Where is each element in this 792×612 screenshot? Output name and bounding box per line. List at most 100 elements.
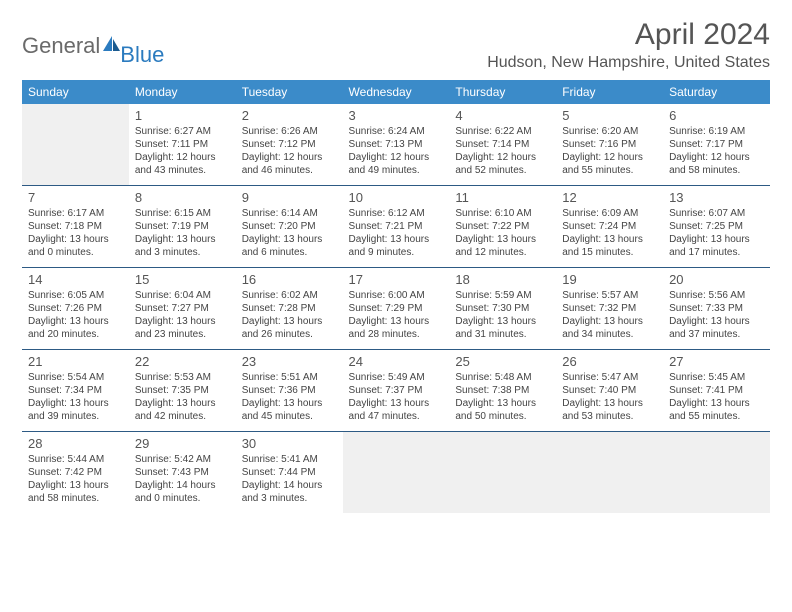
day-number: 23	[242, 354, 337, 369]
day-info: Sunrise: 6:14 AMSunset: 7:20 PMDaylight:…	[242, 207, 337, 259]
weekday-header: Thursday	[449, 80, 556, 104]
daylight-line: Daylight: 13 hours and 15 minutes.	[562, 233, 657, 259]
calendar-week-row: 1Sunrise: 6:27 AMSunset: 7:11 PMDaylight…	[22, 104, 770, 186]
sunrise-line: Sunrise: 6:14 AM	[242, 207, 337, 220]
sunrise-line: Sunrise: 5:51 AM	[242, 371, 337, 384]
day-info: Sunrise: 5:54 AMSunset: 7:34 PMDaylight:…	[28, 371, 123, 423]
sunset-line: Sunset: 7:21 PM	[349, 220, 444, 233]
sunrise-line: Sunrise: 6:00 AM	[349, 289, 444, 302]
day-number: 4	[455, 108, 550, 123]
day-info: Sunrise: 6:02 AMSunset: 7:28 PMDaylight:…	[242, 289, 337, 341]
calendar-cell: 5Sunrise: 6:20 AMSunset: 7:16 PMDaylight…	[556, 104, 663, 186]
day-number: 21	[28, 354, 123, 369]
sunset-line: Sunset: 7:26 PM	[28, 302, 123, 315]
logo-text-gray: General	[22, 33, 100, 59]
day-number: 29	[135, 436, 230, 451]
sunrise-line: Sunrise: 6:12 AM	[349, 207, 444, 220]
calendar-cell-empty	[663, 432, 770, 514]
sunrise-line: Sunrise: 5:53 AM	[135, 371, 230, 384]
daylight-line: Daylight: 13 hours and 26 minutes.	[242, 315, 337, 341]
day-number: 5	[562, 108, 657, 123]
sunset-line: Sunset: 7:11 PM	[135, 138, 230, 151]
sunset-line: Sunset: 7:12 PM	[242, 138, 337, 151]
day-info: Sunrise: 5:59 AMSunset: 7:30 PMDaylight:…	[455, 289, 550, 341]
sunrise-line: Sunrise: 5:41 AM	[242, 453, 337, 466]
day-number: 17	[349, 272, 444, 287]
weekday-header: Wednesday	[343, 80, 450, 104]
sunrise-line: Sunrise: 5:42 AM	[135, 453, 230, 466]
calendar-cell: 10Sunrise: 6:12 AMSunset: 7:21 PMDayligh…	[343, 186, 450, 268]
sunset-line: Sunset: 7:22 PM	[455, 220, 550, 233]
day-number: 7	[28, 190, 123, 205]
calendar-cell: 27Sunrise: 5:45 AMSunset: 7:41 PMDayligh…	[663, 350, 770, 432]
calendar-cell: 7 Sunrise: 6:17 AMSunset: 7:18 PMDaylight…	[22, 186, 129, 268]
day-info: Sunrise: 6:00 AMSunset: 7:29 PMDaylight:…	[349, 289, 444, 341]
day-number: 20	[669, 272, 764, 287]
sunrise-line: Sunrise: 6:17 AM	[28, 207, 123, 220]
day-info: Sunrise: 6:24 AMSunset: 7:13 PMDaylight:…	[349, 125, 444, 177]
day-info: Sunrise: 5:42 AMSunset: 7:43 PMDaylight:…	[135, 453, 230, 505]
day-number: 19	[562, 272, 657, 287]
day-number: 24	[349, 354, 444, 369]
sunrise-line: Sunrise: 6:15 AM	[135, 207, 230, 220]
day-number: 11	[455, 190, 550, 205]
sunset-line: Sunset: 7:20 PM	[242, 220, 337, 233]
daylight-line: Daylight: 13 hours and 23 minutes.	[135, 315, 230, 341]
day-number: 15	[135, 272, 230, 287]
daylight-line: Daylight: 13 hours and 34 minutes.	[562, 315, 657, 341]
calendar-week-row: 21 Sunrise: 5:54 AMSunset: 7:34 PMDayligh…	[22, 350, 770, 432]
sunset-line: Sunset: 7:14 PM	[455, 138, 550, 151]
daylight-line: Daylight: 13 hours and 37 minutes.	[669, 315, 764, 341]
title-block: April 2024 Hudson, New Hampshire, United…	[487, 18, 770, 72]
daylight-line: Daylight: 12 hours and 55 minutes.	[562, 151, 657, 177]
sunset-line: Sunset: 7:16 PM	[562, 138, 657, 151]
calendar-cell: 16 Sunrise: 6:02 AMSunset: 7:28 PMDayligh…	[236, 268, 343, 350]
day-info: Sunrise: 5:48 AMSunset: 7:38 PMDaylight:…	[455, 371, 550, 423]
day-number: 16	[242, 272, 337, 287]
daylight-line: Daylight: 12 hours and 49 minutes.	[349, 151, 444, 177]
calendar-cell: 13Sunrise: 6:07 AMSunset: 7:25 PMDayligh…	[663, 186, 770, 268]
page-title: April 2024	[487, 18, 770, 52]
day-info: Sunrise: 5:57 AMSunset: 7:32 PMDaylight:…	[562, 289, 657, 341]
day-info: Sunrise: 6:17 AMSunset: 7:18 PMDaylight:…	[28, 207, 123, 259]
sunset-line: Sunset: 7:40 PM	[562, 384, 657, 397]
daylight-line: Daylight: 12 hours and 52 minutes.	[455, 151, 550, 177]
sunset-line: Sunset: 7:44 PM	[242, 466, 337, 479]
calendar-cell: 25 Sunrise: 5:48 AMSunset: 7:38 PMDayligh…	[449, 350, 556, 432]
sunset-line: Sunset: 7:43 PM	[135, 466, 230, 479]
sunrise-line: Sunrise: 6:22 AM	[455, 125, 550, 138]
weekday-header: Sunday	[22, 80, 129, 104]
calendar-cell: 26 Sunrise: 5:47 AMSunset: 7:40 PMDayligh…	[556, 350, 663, 432]
calendar-cell-empty	[343, 432, 450, 514]
calendar-week-row: 7 Sunrise: 6:17 AMSunset: 7:18 PMDaylight…	[22, 186, 770, 268]
calendar-week-row: 14Sunrise: 6:05 AMSunset: 7:26 PMDayligh…	[22, 268, 770, 350]
calendar-cell: 18Sunrise: 5:59 AMSunset: 7:30 PMDayligh…	[449, 268, 556, 350]
day-number: 26	[562, 354, 657, 369]
calendar-cell: 1Sunrise: 6:27 AMSunset: 7:11 PMDaylight…	[129, 104, 236, 186]
day-number: 8	[135, 190, 230, 205]
sunrise-line: Sunrise: 6:07 AM	[669, 207, 764, 220]
calendar-cell-empty	[22, 104, 129, 186]
sunrise-line: Sunrise: 5:57 AM	[562, 289, 657, 302]
day-info: Sunrise: 5:47 AMSunset: 7:40 PMDaylight:…	[562, 371, 657, 423]
day-info: Sunrise: 6:09 AMSunset: 7:24 PMDaylight:…	[562, 207, 657, 259]
sunset-line: Sunset: 7:25 PM	[669, 220, 764, 233]
sunset-line: Sunset: 7:28 PM	[242, 302, 337, 315]
calendar-table: SundayMondayTuesdayWednesdayThursdayFrid…	[22, 80, 770, 513]
day-number: 25	[455, 354, 550, 369]
day-number: 2	[242, 108, 337, 123]
logo: General Blue	[22, 24, 164, 68]
day-info: Sunrise: 6:19 AMSunset: 7:17 PMDaylight:…	[669, 125, 764, 177]
daylight-line: Daylight: 13 hours and 31 minutes.	[455, 315, 550, 341]
sunrise-line: Sunrise: 5:49 AM	[349, 371, 444, 384]
day-info: Sunrise: 6:26 AMSunset: 7:12 PMDaylight:…	[242, 125, 337, 177]
logo-sail-icon	[102, 35, 122, 58]
sunset-line: Sunset: 7:38 PM	[455, 384, 550, 397]
day-info: Sunrise: 5:56 AMSunset: 7:33 PMDaylight:…	[669, 289, 764, 341]
day-info: Sunrise: 6:04 AMSunset: 7:27 PMDaylight:…	[135, 289, 230, 341]
weekday-header: Friday	[556, 80, 663, 104]
daylight-line: Daylight: 12 hours and 43 minutes.	[135, 151, 230, 177]
sunset-line: Sunset: 7:34 PM	[28, 384, 123, 397]
day-number: 22	[135, 354, 230, 369]
sunrise-line: Sunrise: 6:09 AM	[562, 207, 657, 220]
